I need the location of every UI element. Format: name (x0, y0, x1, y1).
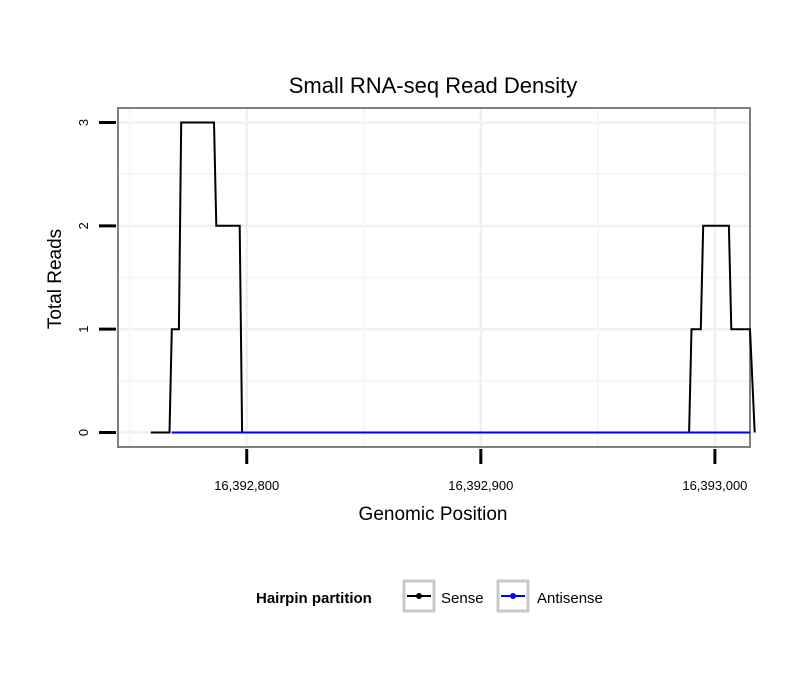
x-tick-label: 16,392,900 (448, 478, 513, 493)
legend: Hairpin partition Sense Antisense (256, 579, 603, 613)
y-tick-label: 3 (76, 119, 91, 126)
legend-key-sense-point (416, 593, 422, 599)
y-tick-label: 2 (76, 222, 91, 229)
x-axis-title: Genomic Position (359, 504, 508, 525)
y-tick-label: 1 (76, 326, 91, 333)
y-axis: 0 1 2 3 (76, 119, 116, 436)
x-tick-label: 16,392,800 (214, 478, 279, 493)
legend-title: Hairpin partition (256, 590, 372, 607)
chart-title: Small RNA-seq Read Density (289, 73, 578, 98)
legend-label-antisense: Antisense (537, 590, 603, 607)
series-group (150, 121, 756, 434)
x-tick-label: 16,393,000 (682, 478, 747, 493)
legend-label-sense: Sense (441, 590, 484, 607)
x-axis: 16,392,800 16,392,900 16,393,000 (214, 449, 747, 493)
legend-key-antisense-point (510, 593, 516, 599)
y-axis-title: Total Reads (45, 229, 66, 329)
y-tick-label: 0 (76, 429, 91, 436)
